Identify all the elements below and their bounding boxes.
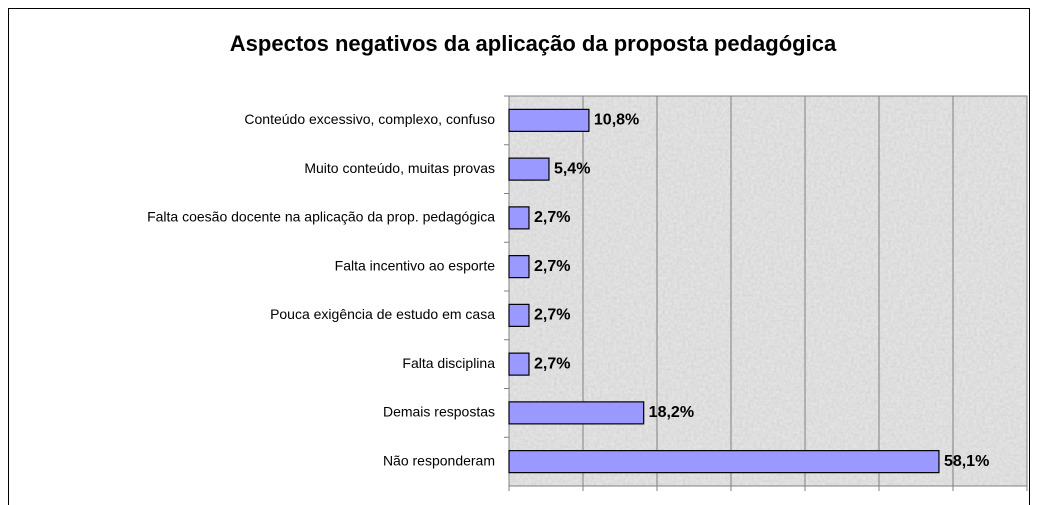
data-label: 10,8% [594, 112, 639, 129]
plot-texture [509, 96, 1027, 486]
data-label: 2,7% [534, 307, 570, 324]
y-tick-label: Falta coesão docente na aplicação da pro… [147, 209, 495, 225]
bar [508, 450, 940, 474]
y-tick-label: Pouca exigência de estudo em casa [270, 306, 495, 322]
y-tick-label: Muito conteúdo, muitas provas [304, 160, 495, 176]
data-label: 5,4% [554, 160, 590, 177]
y-tick-label: Conteúdo excessivo, complexo, confuso [244, 111, 495, 127]
chart-title: Aspectos negativos da aplicação da propo… [230, 31, 837, 56]
bar [508, 108, 590, 132]
y-tick-label: Falta incentivo ao esporte [335, 257, 496, 273]
y-tick-label: Falta disciplina [402, 355, 495, 371]
y-tick-label: Não responderam [383, 452, 495, 468]
bar [508, 303, 530, 327]
bar [508, 401, 645, 425]
y-tick-label: Demais respostas [383, 404, 495, 420]
bar [508, 352, 530, 376]
data-label: 18,2% [649, 404, 694, 421]
data-label: 2,7% [534, 209, 570, 226]
data-label: 2,7% [534, 355, 570, 372]
bar [508, 206, 530, 230]
data-label: 2,7% [534, 258, 570, 275]
bar [508, 255, 530, 279]
bar [508, 157, 550, 181]
data-label: 58,1% [944, 453, 989, 470]
